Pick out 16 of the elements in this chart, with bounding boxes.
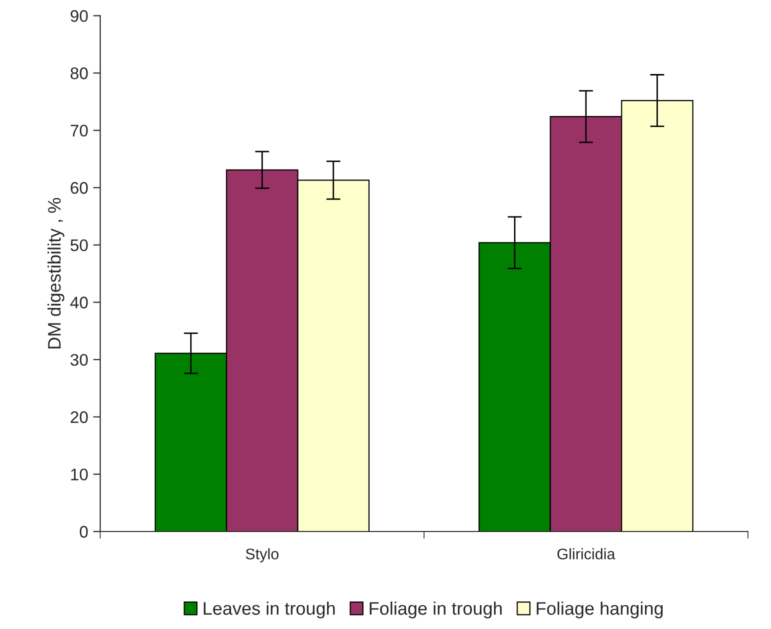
y-tick-label: 60 — [70, 182, 88, 194]
x-tick-label: Stylo — [246, 548, 278, 562]
y-axis-title: DM digestibility , % — [48, 198, 64, 348]
y-tick-label: 10 — [71, 468, 88, 480]
y-tick-label: 40 — [70, 296, 88, 308]
legend-label: Foliage hanging — [536, 602, 663, 618]
y-tick-label: 80 — [70, 67, 88, 80]
y-tick-label: 20 — [70, 411, 88, 424]
legend-label: Leaves in trough — [204, 602, 335, 618]
y-tick-label: 90 — [70, 10, 88, 22]
x-tick-label: Gliricidia — [557, 548, 616, 560]
y-tick-label: 50 — [70, 239, 88, 252]
y-tick-label: 30 — [70, 354, 88, 366]
y-tick-label: 70 — [70, 124, 88, 137]
legend-label: Foliage in trough — [370, 602, 502, 618]
y-tick-label: 0 — [80, 526, 88, 538]
